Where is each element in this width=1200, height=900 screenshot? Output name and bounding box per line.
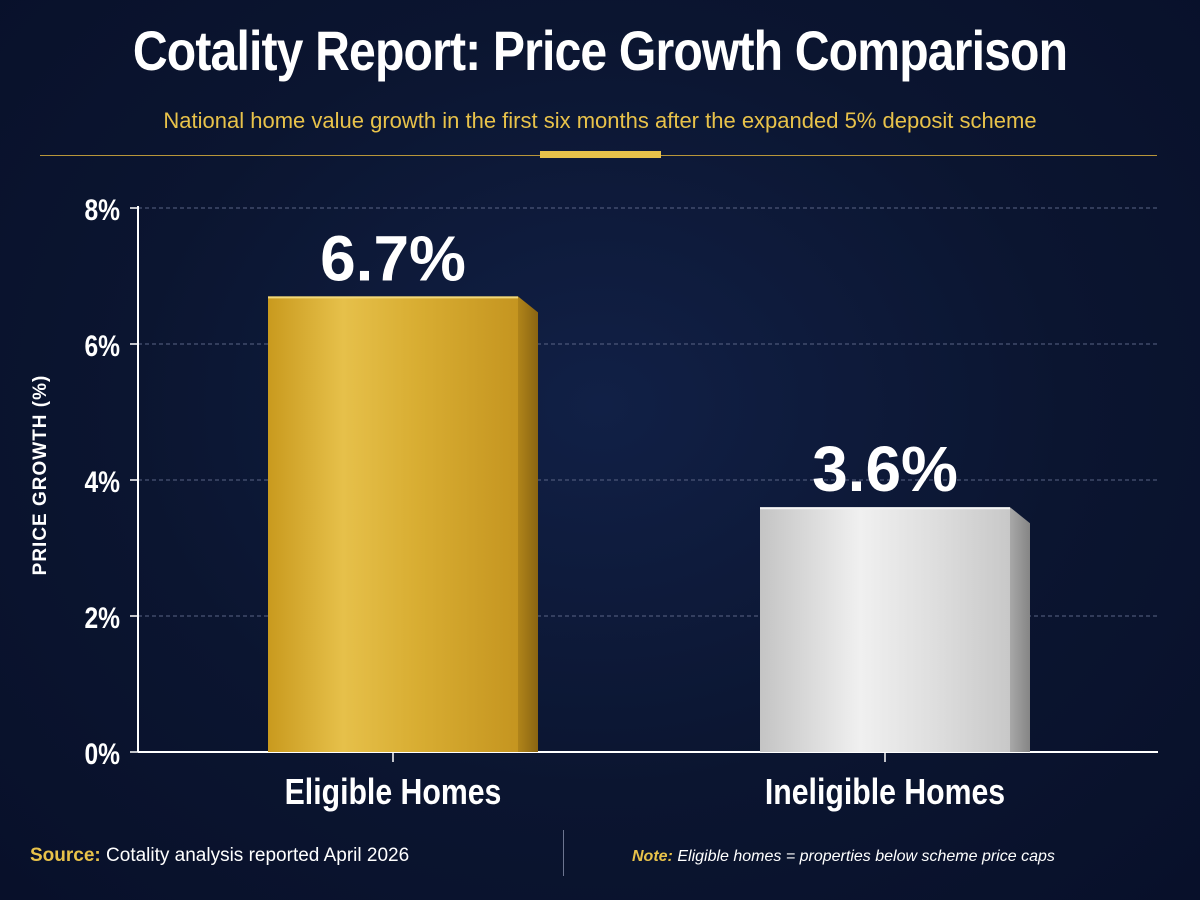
y-axis-label: PRICE GROWTH (%)	[30, 375, 51, 576]
y-tick-label: 0%	[84, 737, 120, 771]
y-tick-label: 4%	[84, 465, 120, 499]
page-subtitle: National home value growth in the first …	[163, 108, 1037, 133]
bar-value-label: 3.6%	[812, 433, 958, 505]
bar-side-1	[518, 296, 538, 752]
bar-chart: 0% 2% 4% 6% 8% 6.7% Eligible Homes 3.6% Ineligib…	[30, 193, 1158, 813]
y-tick-label: 8%	[84, 193, 120, 227]
source-label: Source:	[30, 845, 101, 866]
bar-value-label: 6.7%	[320, 222, 466, 294]
bar-side-2	[1010, 507, 1030, 752]
source-text: Cotality analysis reported April 2026	[100, 845, 410, 866]
bar-1	[268, 296, 518, 752]
x-category-label: Eligible Homes	[285, 773, 502, 813]
footer-divider	[563, 830, 564, 876]
note-footnote: Note: Eligible homes = properties below …	[632, 848, 1055, 866]
y-tick-label: 2%	[84, 601, 120, 635]
y-tick-label: 6%	[84, 329, 120, 363]
x-category-label: Ineligible Homes	[765, 773, 1005, 813]
page-title: Cotality Report: Price Growth Comparison	[132, 19, 1068, 82]
note-label: Note:	[632, 848, 673, 865]
header-rule-accent	[540, 151, 661, 158]
note-text: Eligible homes = properties below scheme…	[672, 848, 1055, 865]
source-footnote: Source: Cotality analysis reported April…	[30, 845, 409, 867]
bar-2	[760, 507, 1010, 752]
